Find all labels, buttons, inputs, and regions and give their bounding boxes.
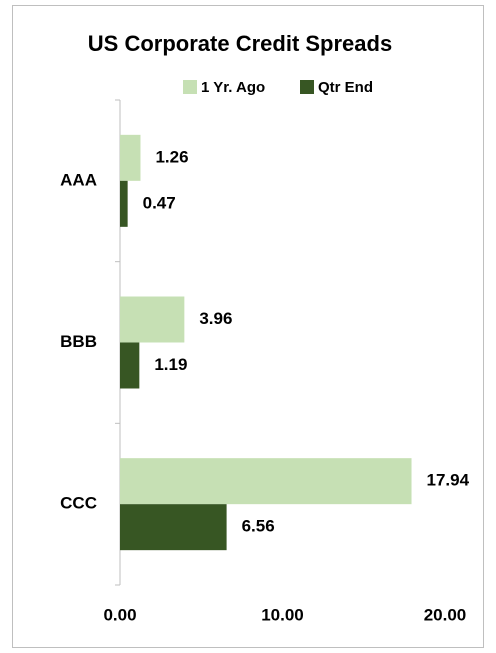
y-tick-label: AAA (60, 170, 97, 189)
chart-frame (12, 5, 484, 648)
legend-label: 1 Yr. Ago (201, 79, 265, 96)
x-tick-label: 0.00 (103, 605, 136, 624)
bar (120, 180, 128, 227)
legend-label: Qtr End (318, 79, 373, 96)
data-label: 3.96 (199, 309, 232, 328)
bar (120, 458, 412, 505)
y-tick-label: BBB (60, 332, 97, 351)
x-tick-label: 20.00 (424, 605, 467, 624)
y-tick-label: CCC (60, 494, 97, 513)
bar (120, 504, 227, 551)
data-label: 1.26 (155, 147, 188, 166)
chart-title: US Corporate Credit Spreads (88, 31, 392, 56)
data-label: 0.47 (143, 193, 176, 212)
bar (120, 134, 141, 181)
legend-swatch (300, 80, 314, 94)
bar (120, 342, 140, 389)
bar (120, 296, 185, 343)
x-tick-label: 10.00 (261, 605, 304, 624)
data-label: 17.94 (427, 471, 470, 490)
data-label: 1.19 (154, 355, 187, 374)
legend-swatch (183, 80, 197, 94)
data-label: 6.56 (242, 517, 275, 536)
